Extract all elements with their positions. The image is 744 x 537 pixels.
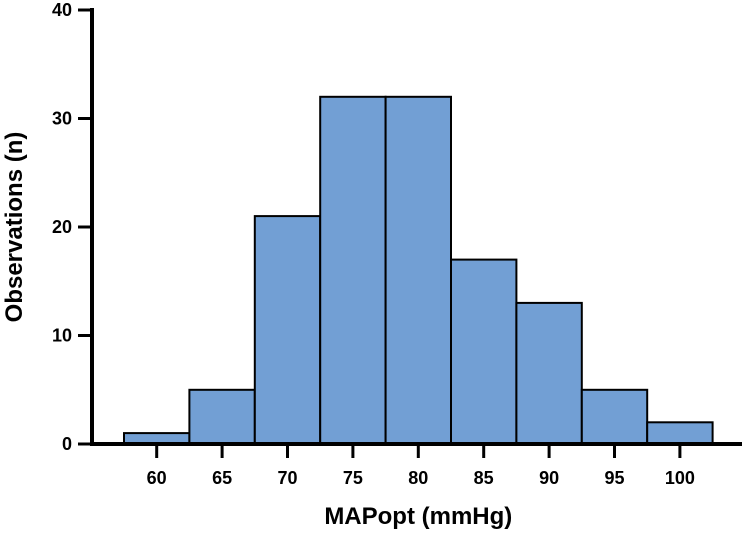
x-tick-label: 95: [604, 468, 624, 488]
bar-80: [384, 95, 453, 446]
x-tick-label: 80: [408, 468, 428, 488]
y-tick-label: 20: [52, 217, 72, 237]
x-axis-title: MAPopt (mmHg): [324, 503, 512, 530]
bar-95: [580, 388, 649, 446]
bar-85: [450, 258, 518, 445]
y-tick-label: 40: [52, 0, 72, 20]
y-axis-title: Observations (n): [1, 132, 28, 323]
x-tick-label: 65: [212, 468, 232, 488]
y-tick-label: 10: [52, 326, 72, 346]
x-tick-label: 100: [665, 468, 695, 488]
bar-70: [253, 215, 322, 445]
x-tick-label: 90: [539, 468, 559, 488]
bar-90: [515, 301, 583, 445]
x-tick-label: 75: [343, 468, 363, 488]
x-axis-ticks: 60 65 70 75 80 85 90 95 100: [147, 444, 695, 488]
x-tick-label: 60: [147, 468, 167, 488]
bar-100: [646, 421, 714, 445]
x-tick-label: 70: [277, 468, 297, 488]
x-tick-label: 85: [474, 468, 494, 488]
y-tick-label: 30: [52, 109, 72, 129]
bar-75: [319, 95, 387, 446]
bar-65: [188, 388, 256, 446]
y-tick-label: 0: [62, 434, 72, 454]
bars-layer: [123, 95, 714, 446]
y-axis-ticks: 0 10 20 30 40: [52, 0, 92, 454]
